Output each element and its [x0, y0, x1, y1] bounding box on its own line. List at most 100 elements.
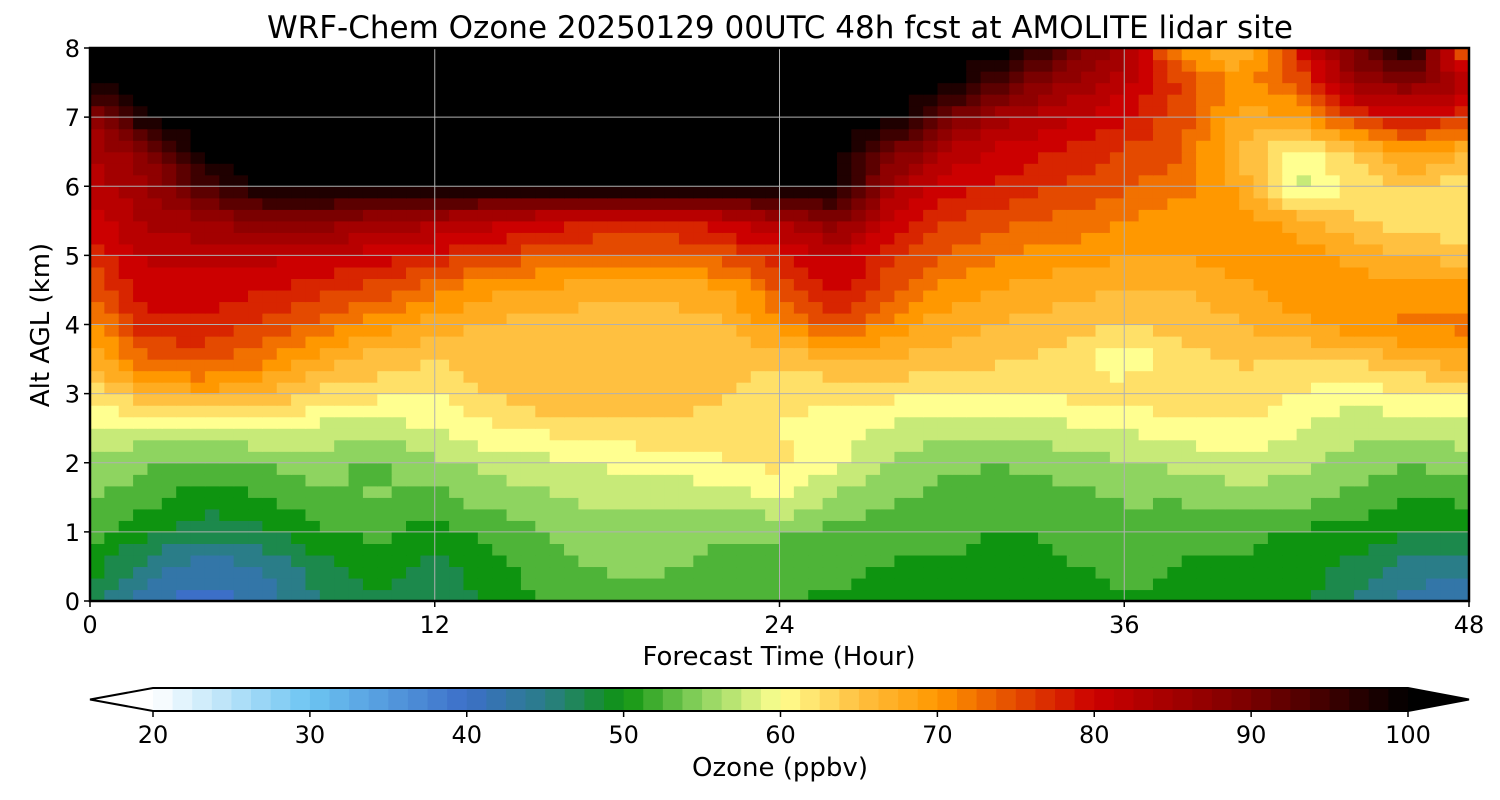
heatmap-cell — [348, 393, 364, 406]
heatmap-cell — [621, 209, 637, 222]
heatmap-cell — [262, 324, 278, 337]
heatmap-cell — [1354, 347, 1370, 360]
heatmap-cell — [147, 543, 163, 556]
heatmap-cell — [937, 474, 953, 487]
heatmap-cell — [1239, 82, 1255, 95]
heatmap-cell — [1052, 474, 1068, 487]
heatmap-cell — [549, 577, 565, 591]
heatmap-cell — [635, 220, 651, 233]
heatmap-cell — [592, 151, 608, 164]
heatmap-cell — [1310, 312, 1326, 326]
heatmap-cell — [650, 186, 666, 199]
heatmap-cell — [535, 71, 551, 84]
heatmap-cell — [1095, 174, 1111, 187]
heatmap-cell — [463, 71, 479, 84]
heatmap-cell — [492, 520, 508, 533]
heatmap-cell — [1339, 336, 1355, 349]
heatmap-cell — [707, 220, 723, 233]
heatmap-cell — [334, 370, 350, 383]
heatmap-cell — [161, 140, 177, 153]
heatmap-cell — [248, 232, 263, 245]
heatmap-cell — [937, 163, 953, 176]
heatmap-cell — [1267, 497, 1283, 510]
heatmap-cell — [1081, 543, 1097, 556]
heatmap-cell — [161, 82, 177, 95]
heatmap-cell — [118, 105, 134, 118]
heatmap-cell — [1411, 128, 1427, 141]
heatmap-cell — [291, 82, 307, 95]
heatmap-cell — [722, 301, 737, 314]
colorbar-swatch — [662, 688, 683, 711]
heatmap-cell — [492, 301, 508, 314]
heatmap-cell — [1425, 163, 1441, 176]
heatmap-cell — [1009, 255, 1025, 268]
heatmap-cell — [678, 451, 694, 464]
heatmap-cell — [678, 543, 694, 556]
heatmap-cell — [951, 255, 967, 268]
heatmap-cell — [1239, 243, 1255, 256]
heatmap-cell — [951, 278, 967, 291]
heatmap-cell — [822, 324, 838, 337]
heatmap-cell — [650, 405, 666, 418]
heatmap-cell — [793, 255, 809, 268]
heatmap-cell — [176, 312, 192, 326]
heatmap-cell — [736, 393, 752, 406]
heatmap-cell — [980, 370, 996, 383]
heatmap-cell — [1368, 336, 1384, 349]
heatmap-cell — [1052, 485, 1068, 498]
heatmap-cell — [635, 393, 651, 406]
heatmap-cell — [693, 140, 709, 153]
heatmap-cell — [133, 209, 149, 222]
heatmap-cell — [262, 289, 278, 303]
heatmap-cell — [118, 428, 134, 441]
heatmap-cell — [549, 94, 565, 107]
heatmap-cell — [980, 382, 996, 395]
heatmap-cell — [204, 105, 220, 118]
heatmap-cell — [535, 405, 551, 418]
heatmap-cell — [1066, 474, 1082, 487]
heatmap-cell — [779, 163, 795, 176]
heatmap-cell — [966, 543, 982, 556]
heatmap-cell — [1425, 82, 1441, 95]
heatmap-cell — [1368, 382, 1384, 395]
heatmap-cell — [894, 278, 910, 291]
heatmap-cell — [190, 94, 206, 107]
heatmap-cell — [1152, 531, 1168, 544]
heatmap-cell — [1282, 151, 1298, 164]
heatmap-cell — [1454, 589, 1469, 601]
heatmap-cell — [1167, 462, 1183, 475]
heatmap-cell — [765, 71, 781, 84]
heatmap-cell — [1425, 428, 1441, 441]
heatmap-cell — [248, 301, 263, 314]
heatmap-cell — [362, 370, 378, 383]
heatmap-cell — [1354, 209, 1370, 222]
heatmap-cell — [880, 370, 896, 383]
heatmap-cell — [592, 428, 608, 441]
heatmap-cell — [736, 508, 752, 521]
heatmap-cell — [951, 439, 967, 452]
colorbar: 20 30 40 50 60 70 80 90 100 — [89, 687, 1470, 749]
heatmap-cell — [248, 497, 263, 510]
heatmap-cell — [1109, 266, 1125, 280]
heatmap-cell — [1038, 462, 1054, 475]
heatmap-cell — [865, 48, 881, 61]
heatmap-cell — [822, 336, 838, 349]
heatmap-cell — [607, 59, 623, 72]
heatmap-cell — [276, 359, 292, 372]
heatmap-cell — [923, 186, 939, 199]
heatmap-cell — [607, 347, 623, 360]
colorbar-swatch — [251, 688, 272, 711]
heatmap-cell — [865, 393, 881, 406]
heatmap-cell — [865, 428, 881, 441]
heatmap-cell — [535, 554, 551, 568]
heatmap-cell — [449, 209, 465, 222]
heatmap-cell — [621, 566, 637, 579]
heatmap-cell — [118, 255, 134, 268]
heatmap-cell — [190, 416, 206, 429]
heatmap-cell — [880, 336, 896, 349]
heatmap-cell — [1152, 117, 1168, 130]
heatmap-cell — [1167, 301, 1183, 314]
heatmap-cell — [549, 497, 565, 510]
heatmap-cell — [377, 554, 393, 568]
